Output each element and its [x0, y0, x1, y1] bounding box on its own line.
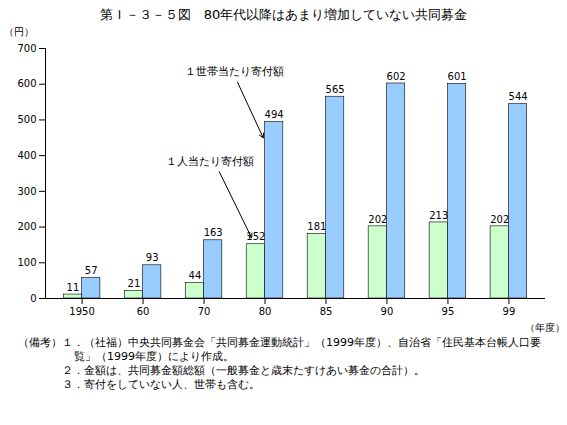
svg-text:200: 200	[17, 221, 36, 232]
svg-text:90: 90	[381, 306, 394, 317]
html-text:３．寄付をしていない人、世帯も含む。: ３．寄付をしていない人、世帯も含む。	[62, 378, 260, 391]
svg-text:0: 0	[30, 293, 36, 304]
html-text:（備考）１．（社福）中央共同募金会「共同募金運動統計」（19: （備考）１．（社福）中央共同募金会「共同募金運動統計」（1999年度）、自治省「…	[18, 336, 541, 363]
html-text:２．金額は、共同募金額総額（一般募金と歳末たすけあい募金の合: ２．金額は、共同募金額総額（一般募金と歳末たすけあい募金の合計）。	[62, 364, 425, 377]
svg-text:700: 700	[17, 43, 36, 54]
svg-text:80: 80	[259, 306, 272, 317]
svg-text:202: 202	[368, 214, 387, 225]
svg-text:601: 601	[448, 71, 467, 82]
svg-text:100: 100	[17, 257, 36, 268]
svg-text:1950: 1950	[69, 306, 94, 317]
svg-text:602: 602	[387, 71, 406, 82]
svg-text:１人当たり寄付額: １人当たり寄付額	[166, 155, 254, 168]
svg-text:57: 57	[85, 265, 98, 276]
svg-text:１世帯当たり寄付額: １世帯当たり寄付額	[185, 65, 284, 78]
svg-text:44: 44	[189, 270, 202, 281]
svg-text:500: 500	[17, 114, 36, 125]
svg-text:300: 300	[17, 186, 36, 197]
svg-text:565: 565	[326, 84, 345, 95]
svg-text:11: 11	[67, 282, 80, 293]
svg-text:70: 70	[198, 306, 211, 317]
svg-text:600: 600	[17, 78, 36, 89]
svg-text:400: 400	[17, 150, 36, 161]
svg-text:152: 152	[246, 231, 266, 243]
svg-text:21: 21	[128, 278, 141, 289]
svg-text:（年度）: （年度）	[525, 322, 565, 333]
svg-text:85: 85	[320, 306, 333, 317]
svg-text:99: 99	[503, 306, 516, 317]
svg-text:95: 95	[442, 306, 455, 317]
svg-text:213: 213	[429, 210, 448, 221]
svg-text:（円）: （円）	[4, 26, 34, 37]
svg-text:202: 202	[490, 214, 509, 225]
svg-text:181: 181	[307, 221, 326, 232]
svg-text:60: 60	[137, 306, 150, 317]
svg-text:93: 93	[146, 252, 159, 263]
html-text:第Ｉ－３－５図 80年代以降はあまり増加していない共同募金: 第Ｉ－３－５図 80年代以降はあまり増加していない共同募金	[99, 7, 468, 22]
svg-text:163: 163	[204, 227, 223, 238]
svg-text:494: 494	[265, 109, 284, 120]
svg-text:544: 544	[509, 91, 528, 102]
